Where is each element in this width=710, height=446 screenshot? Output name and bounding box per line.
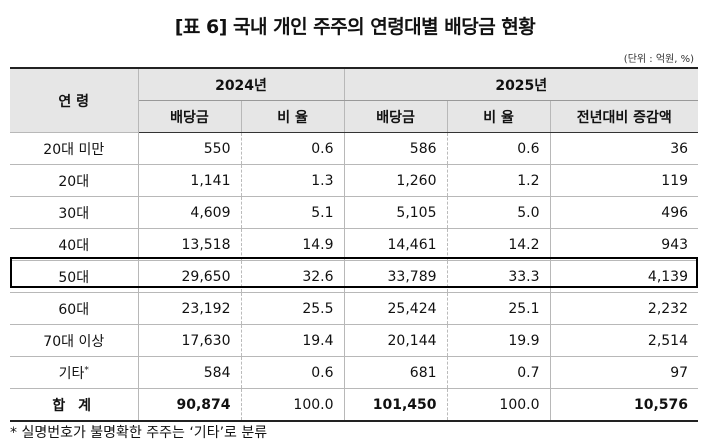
cell-dividend-2024: 23,192 bbox=[137, 292, 242, 325]
table-row: 40대 13,518 14.9 14,461 14.2 943 bbox=[10, 228, 699, 261]
cell-ratio-2024: 5.1 bbox=[240, 196, 345, 229]
cell-dividend-2025: 681 bbox=[343, 356, 448, 389]
header-year-2024: 2024년 bbox=[137, 67, 345, 101]
row-age: 50대 bbox=[10, 260, 139, 293]
cell-ratio-2025: 25.1 bbox=[446, 292, 551, 325]
cell-dividend-2025: 33,789 bbox=[343, 260, 448, 293]
cell-yoy-change: 36 bbox=[549, 132, 699, 165]
table-row: 60대 23,192 25.5 25,424 25.1 2,232 bbox=[10, 292, 699, 325]
cell-dividend-2025: 1,260 bbox=[343, 164, 448, 197]
cell-dividend-2025: 5,105 bbox=[343, 196, 448, 229]
cell-ratio-2024: 19.4 bbox=[240, 324, 345, 357]
cell-dividend-2024: 4,609 bbox=[137, 196, 242, 229]
table-row: 30대 4,609 5.1 5,105 5.0 496 bbox=[10, 196, 699, 229]
cell-yoy-change: 97 bbox=[549, 356, 699, 389]
total-label: 합 계 bbox=[10, 388, 139, 422]
cell-dividend-2024: 584 bbox=[137, 356, 242, 389]
cell-dividend-2024: 550 bbox=[137, 132, 242, 165]
table-row: 20대 미만 550 0.6 586 0.6 36 bbox=[10, 132, 699, 165]
table-row: 70대 이상 17,630 19.4 20,144 19.9 2,514 bbox=[10, 324, 699, 357]
cell-ratio-2025: 0.7 bbox=[446, 356, 551, 389]
cell-ratio-2025: 14.2 bbox=[446, 228, 551, 261]
header-dividend-2024: 배당금 bbox=[138, 100, 242, 133]
unit-label: (단위 : 억원, %) bbox=[623, 54, 694, 65]
cell-ratio-2024: 1.3 bbox=[240, 164, 345, 197]
cell-ratio-2025: 33.3 bbox=[446, 260, 551, 293]
cell-dividend-2024: 17,630 bbox=[137, 324, 242, 357]
cell-yoy-change: 496 bbox=[549, 196, 699, 229]
cell-ratio-2024: 0.6 bbox=[240, 356, 345, 389]
cell-dividend-2025: 14,461 bbox=[343, 228, 448, 261]
total-dividend-2024: 90,874 bbox=[137, 388, 242, 422]
row-age: 40대 bbox=[10, 228, 139, 261]
row-age: 기타 bbox=[58, 365, 85, 382]
row-age: 60대 bbox=[10, 292, 139, 325]
cell-dividend-2024: 13,518 bbox=[137, 228, 242, 261]
header-ratio-2024: 비 율 bbox=[240, 100, 345, 133]
row-age: 30대 bbox=[10, 196, 139, 229]
cell-yoy-change: 119 bbox=[549, 164, 699, 197]
table-row: 기타* 584 0.6 681 0.7 97 bbox=[10, 356, 699, 389]
cell-ratio-2025: 19.9 bbox=[446, 324, 551, 357]
cell-ratio-2025: 5.0 bbox=[446, 196, 551, 229]
cell-ratio-2024: 25.5 bbox=[240, 292, 345, 325]
row-age-other: 기타* bbox=[10, 356, 139, 389]
total-ratio-2025: 100.0 bbox=[446, 388, 551, 422]
header-dividend-2025: 배당금 bbox=[343, 100, 448, 133]
total-row: 합 계 90,874 100.0 101,450 100.0 10,576 bbox=[10, 388, 699, 422]
cell-yoy-change: 4,139 bbox=[549, 260, 699, 293]
cell-ratio-2024: 32.6 bbox=[240, 260, 345, 293]
cell-ratio-2024: 0.6 bbox=[240, 132, 345, 165]
cell-dividend-2025: 25,424 bbox=[343, 292, 448, 325]
cell-yoy-change: 2,514 bbox=[549, 324, 699, 357]
row-age: 70대 이상 bbox=[10, 324, 139, 357]
cell-dividend-2025: 20,144 bbox=[343, 324, 448, 357]
dividend-table: 연 령 2024년 2025년 배당금 비 율 배당금 비 율 전년대비 증감액… bbox=[10, 67, 699, 422]
table-title: [표 6] 국내 개인 주주의 연령대별 배당금 현황 bbox=[174, 16, 536, 38]
cell-yoy-change: 2,232 bbox=[549, 292, 699, 325]
header-yoy-change: 전년대비 증감액 bbox=[549, 100, 699, 133]
cell-dividend-2024: 1,141 bbox=[137, 164, 242, 197]
total-ratio-2024: 100.0 bbox=[240, 388, 345, 422]
cell-ratio-2025: 1.2 bbox=[446, 164, 551, 197]
cell-ratio-2024: 14.9 bbox=[240, 228, 345, 261]
footnote: * 실명번호가 불명확한 주주는 ‘기타’로 분류 bbox=[10, 425, 268, 441]
table-row-highlighted: 50대 29,650 32.6 33,789 33.3 4,139 bbox=[10, 260, 699, 293]
header-ratio-2025: 비 율 bbox=[446, 100, 551, 133]
header-year-2025: 2025년 bbox=[343, 67, 699, 101]
table-row: 20대 1,141 1.3 1,260 1.2 119 bbox=[10, 164, 699, 197]
row-age: 20대 bbox=[10, 164, 139, 197]
row-age: 20대 미만 bbox=[10, 132, 139, 165]
cell-dividend-2025: 586 bbox=[343, 132, 448, 165]
cell-yoy-change: 943 bbox=[549, 228, 699, 261]
footnote-mark: * bbox=[84, 364, 89, 375]
total-yoy-change: 10,576 bbox=[549, 388, 699, 422]
cell-dividend-2024: 29,650 bbox=[137, 260, 242, 293]
total-dividend-2025: 101,450 bbox=[343, 388, 448, 422]
cell-ratio-2025: 0.6 bbox=[446, 132, 551, 165]
header-age: 연 령 bbox=[10, 67, 139, 133]
